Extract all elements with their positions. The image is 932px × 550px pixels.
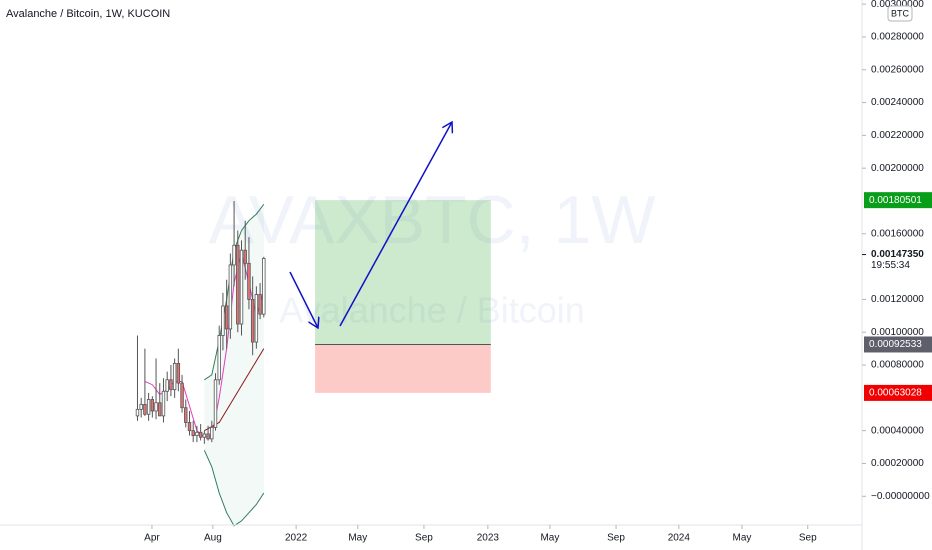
candle-body — [154, 402, 158, 412]
x-tick-label: Sep — [799, 533, 817, 544]
watermark-subtitle: Avalanche / Bitcoin — [279, 290, 585, 331]
candle-body — [150, 399, 155, 412]
x-tick-label: Apr — [144, 533, 160, 544]
watermark-group: AVAXBTC, 1W Avalanche / Bitcoin — [208, 182, 655, 331]
candle-body — [221, 305, 225, 336]
x-tick-label: Sep — [415, 533, 433, 544]
y-tick-label: −0.00000000 — [871, 491, 930, 502]
candle-body — [195, 431, 199, 436]
candle-body — [236, 244, 240, 325]
x-tick-label: 2022 — [285, 533, 308, 544]
candle-body — [232, 244, 236, 266]
candle-body — [146, 399, 151, 415]
candle-body — [262, 257, 266, 315]
x-tick-label: May — [348, 533, 367, 544]
candle-body — [184, 407, 188, 423]
y-tick-label: 0.00020000 — [871, 458, 924, 469]
candle-body — [139, 404, 143, 410]
candle-body — [176, 362, 181, 384]
candle-body — [187, 422, 192, 432]
chart-title: Avalanche / Bitcoin, 1W, KUCOIN — [6, 8, 170, 20]
candle-body — [250, 299, 255, 343]
candle-body — [217, 335, 221, 381]
y-tick-label: 0.00100000 — [871, 327, 924, 338]
y-tick-label: 0.00220000 — [871, 130, 924, 141]
y-tick-label: 0.00160000 — [871, 228, 924, 239]
candle-body — [210, 426, 214, 440]
countdown: 19:55:34 — [871, 260, 910, 271]
candle-body — [202, 433, 207, 438]
candle-body — [239, 249, 244, 325]
candle-body — [254, 294, 259, 343]
x-tick-label: 2024 — [668, 533, 691, 544]
candle-body — [228, 264, 233, 330]
arrow — [289, 271, 318, 328]
stop-tag — [864, 384, 932, 401]
entry-tag — [864, 336, 932, 353]
watermark: AVAXBTC, 1W — [208, 182, 655, 258]
candle-body — [161, 390, 166, 417]
candle-body — [243, 249, 247, 264]
candle-body — [224, 305, 229, 330]
entry-tag-label: 0.00092533 — [869, 339, 922, 350]
candle-body — [213, 379, 218, 428]
candle-body — [191, 430, 195, 436]
currency-box[interactable] — [887, 5, 913, 22]
stop-tag-label: 0.00063028 — [869, 388, 922, 399]
x-tick-label: Sep — [607, 533, 625, 544]
indicator-line — [203, 450, 265, 527]
loss-zone — [315, 344, 491, 393]
candle-body — [180, 382, 184, 409]
y-tick-label: 0.00120000 — [871, 294, 924, 305]
profit-zone — [315, 200, 491, 345]
y-tick-label: 0.00200000 — [871, 163, 924, 174]
target-tag — [864, 192, 932, 209]
currency: BTC — [891, 8, 910, 18]
x-tick-label: May — [733, 533, 752, 544]
target-tag-label: 0.00180501 — [869, 195, 922, 206]
x-tick-label: May — [540, 533, 559, 544]
y-tick-label: 0.00300000 — [871, 0, 924, 10]
axis: 0.00300000 0.00280000 0.00260000 0.00240000… — [144, 0, 932, 544]
candle-body — [172, 362, 177, 391]
candle-body — [165, 379, 169, 392]
candle-body — [158, 402, 162, 417]
arrow — [339, 122, 452, 327]
current-price: 0.00147350 — [871, 249, 924, 260]
candle-body — [247, 262, 251, 300]
y-tick-label: 0.00080000 — [871, 360, 924, 371]
y-tick-label: 0.00240000 — [871, 97, 924, 108]
y-tick-label: 0.00280000 — [871, 32, 924, 43]
candle-body — [206, 433, 210, 440]
candle-body — [169, 379, 173, 391]
candle-body — [143, 404, 147, 415]
x-tick-label: 2023 — [477, 533, 500, 544]
y-tick-label: 0.00040000 — [871, 425, 924, 436]
candle-body — [258, 294, 262, 315]
plot — [135, 200, 491, 527]
candle-body — [198, 431, 203, 438]
y-tick-label: 0.00260000 — [871, 64, 924, 75]
x-tick-label: Aug — [204, 533, 222, 544]
candle-body — [135, 408, 140, 417]
